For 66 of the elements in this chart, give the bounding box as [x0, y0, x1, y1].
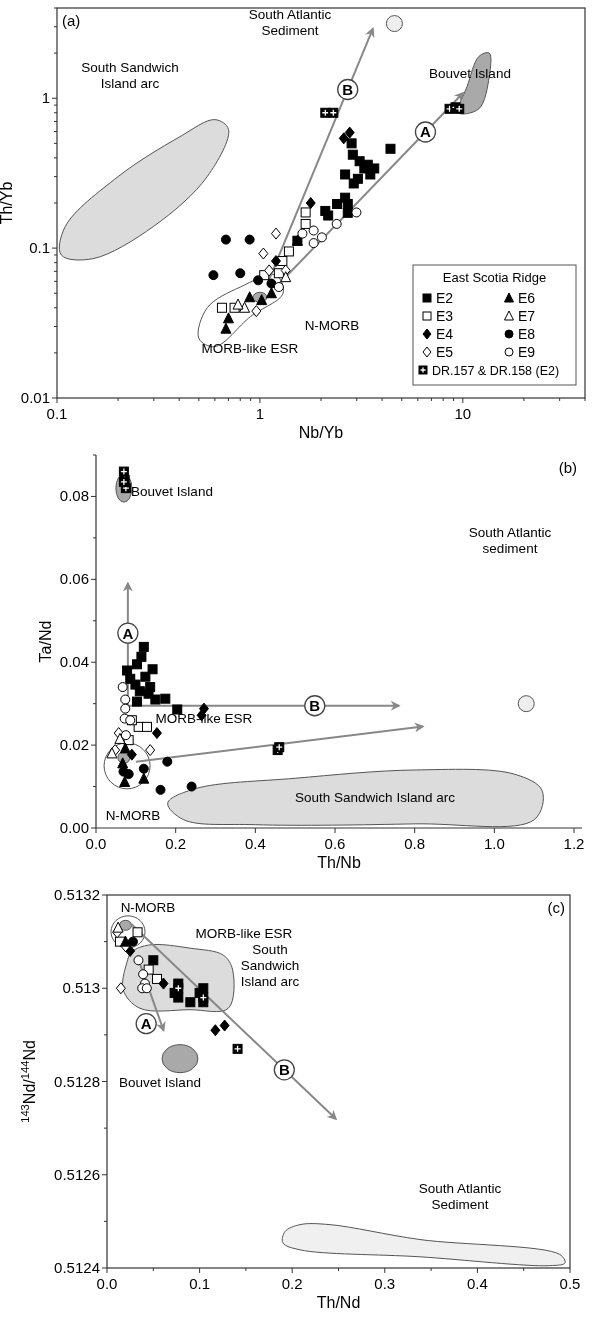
x-tick-label: 0.0	[85, 835, 107, 852]
legend-label: E2	[436, 290, 454, 306]
annotation: South Atlantic Sediment	[418, 1181, 502, 1212]
annotation: Bouvet Island	[429, 66, 511, 81]
x-axis-title: Nb/Yb	[298, 424, 344, 441]
legend-label: DR.157 & DR.158 (E2)	[432, 364, 560, 378]
legend-label: E8	[518, 326, 536, 342]
x-tick-label: 1.2	[563, 835, 585, 852]
y-tick-label: 0.04	[59, 653, 89, 671]
annotation: South Atlantic Sediment	[248, 7, 332, 38]
annotation: South Sandwich Island arc	[81, 60, 179, 91]
x-tick-label: 0.4	[466, 1275, 488, 1292]
y-tick-label: 0.1	[29, 239, 50, 257]
legend-label: E3	[436, 308, 454, 324]
legend-title: East Scotia Ridge	[442, 270, 547, 285]
x-tick-label: 0.1	[189, 1275, 211, 1292]
series-label: B	[278, 1061, 290, 1079]
x-tick-label: 0.8	[404, 835, 426, 852]
y-tick-label: 0.01	[20, 389, 50, 406]
series-label: A	[420, 123, 432, 141]
y-tick-label: 1	[41, 89, 50, 107]
y-axis-title: Th/Yb	[0, 181, 15, 225]
annotation: MORB-like ESR	[201, 341, 299, 356]
legend-label: E7	[518, 308, 536, 324]
x-axis-title: Th/Nb	[317, 854, 361, 871]
x-tick-label: 10	[454, 405, 472, 422]
series-label: A	[122, 624, 134, 642]
x-tick-label: 0.2	[165, 835, 187, 852]
legend-label: E9	[518, 344, 536, 360]
legend-label: E6	[518, 290, 536, 306]
x-tick-label: 0.5	[559, 1275, 581, 1292]
annotation: MORB-like ESR	[195, 926, 293, 941]
y-tick-label: 0.5128	[54, 1072, 100, 1090]
annotation: Bouvet Island	[131, 484, 213, 499]
x-tick-label: 0.6	[324, 835, 346, 852]
y-tick-label: 0.513	[62, 979, 100, 997]
annotation: N-MORB	[105, 808, 161, 823]
series-label: B	[342, 81, 354, 99]
x-tick-label: 0.4	[244, 835, 266, 852]
x-tick-label: 1.0	[483, 835, 505, 852]
y-axis-title: Ta/Nd	[37, 620, 54, 663]
legend-label: E4	[436, 326, 454, 342]
y-tick-label: 0.02	[59, 736, 89, 754]
annotation: South Atlantic sediment	[468, 525, 552, 556]
chart-title: (c)	[547, 899, 565, 916]
chart-title: (b)	[558, 459, 577, 476]
annotation: South Sandwich Island arc	[240, 942, 300, 989]
series-label: B	[309, 697, 321, 715]
y-tick-label: 0.00	[59, 819, 89, 836]
legend-label: E5	[436, 344, 454, 360]
x-tick-label: 0.2	[281, 1275, 303, 1292]
annotation: South Sandwich Island arc	[295, 790, 456, 805]
annotation: N-MORB	[120, 900, 176, 915]
y-tick-label: 0.06	[59, 570, 89, 588]
annotation: Bouvet Island	[119, 1075, 201, 1090]
series-label: A	[140, 1015, 152, 1033]
chart-title: (a)	[62, 12, 81, 29]
annotation: N-MORB	[304, 318, 360, 333]
x-tick-label: 0.0	[96, 1275, 118, 1292]
y-tick-label: 0.5126	[54, 1165, 100, 1183]
y-tick-label: 0.08	[59, 487, 89, 505]
y-tick-label: 0.5124	[54, 1259, 100, 1276]
x-axis-title: Th/Nd	[316, 1294, 361, 1311]
x-tick-label: 0.3	[374, 1275, 396, 1292]
x-tick-label: 1	[255, 405, 265, 422]
y-tick-label: 0.5132	[54, 886, 100, 903]
